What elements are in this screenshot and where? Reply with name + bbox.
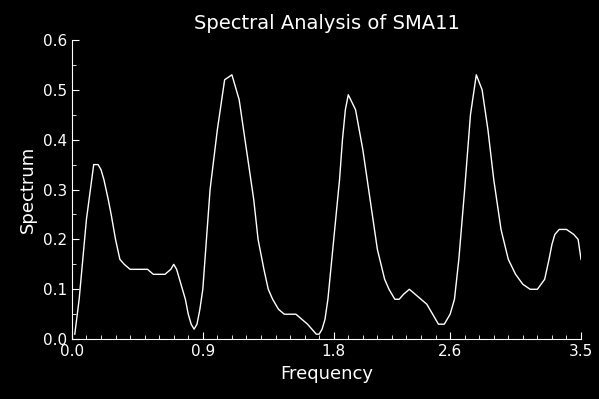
Y-axis label: Spectrum: Spectrum bbox=[19, 146, 37, 233]
Title: Spectral Analysis of SMA11: Spectral Analysis of SMA11 bbox=[193, 14, 459, 33]
X-axis label: Frequency: Frequency bbox=[280, 365, 373, 383]
